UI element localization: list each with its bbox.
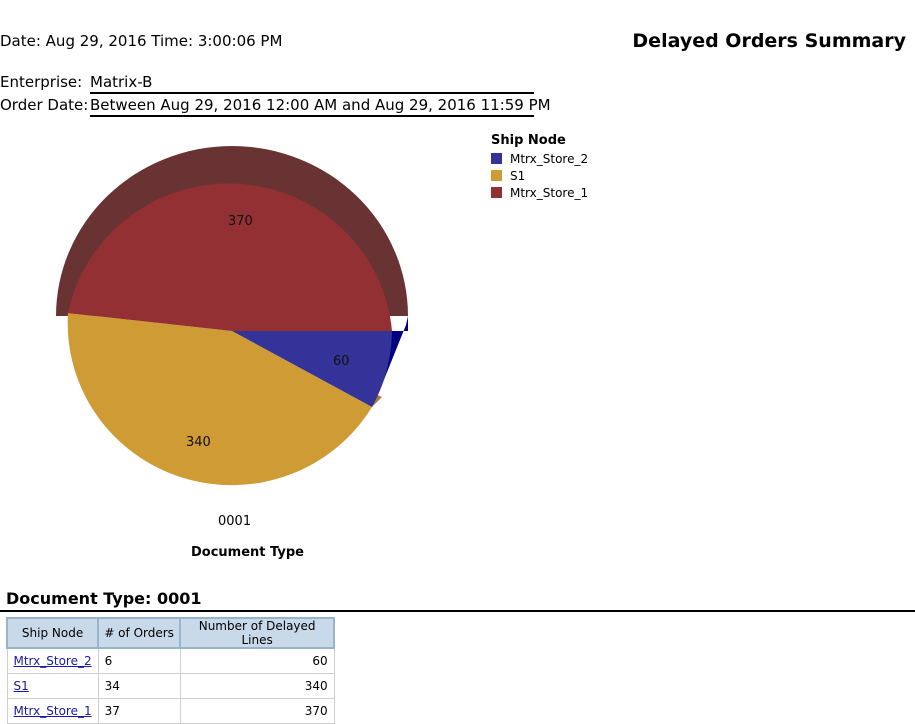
legend-swatch-icon [491,187,502,198]
order-date-label: Order Date: [0,96,89,114]
legend-item: S1 [491,167,588,184]
order-date-value: Between Aug 29, 2016 12:00 AM and Aug 29… [90,96,551,117]
section-title: Document Type: 0001 [6,589,202,608]
slice-s1[interactable] [67,313,372,486]
legend-label: S1 [510,168,526,183]
column-header-ship-node: Ship Node [5,617,100,649]
column-header-delayed-lines: Number of Delayed Lines [179,617,336,649]
legend-label: Mtrx_Store_2 [510,151,589,166]
slice-mtrx-store-2[interactable] [232,331,392,407]
ship-node-link[interactable]: Mtrx_Store_2 [13,654,92,668]
orders-cell: 34 [97,673,181,699]
chart-legend: Ship Node Mtrx_Store_2 S1 Mtrx_Store_1 [491,133,588,201]
slice-label-60: 60 [333,354,350,369]
table-row: Mtrx_Store_2 6 60 [6,647,335,674]
report-date-time: Date: Aug 29, 2016 Time: 3:00:06 PM [0,32,283,50]
legend-swatch-icon [491,170,502,181]
legend-label: Mtrx_Store_1 [510,185,589,200]
column-header-orders: # of Orders [97,617,182,649]
enterprise-param: Enterprise: Matrix-B [0,73,534,94]
delayed-lines-cell: 60 [179,647,335,674]
report-title: Delayed Orders Summary [632,30,906,52]
legend-swatch-icon [491,153,502,164]
enterprise-value: Matrix-B [90,73,534,94]
legend-title: Ship Node [491,133,566,148]
slice-label-340: 340 [186,435,211,450]
enterprise-label: Enterprise: [0,73,83,91]
chart-axis-title: Document Type [191,545,304,560]
table-header-row: Ship Node # of Orders Number of Delayed … [5,617,336,649]
section-divider [0,610,915,612]
table-row: S1 34 340 [6,673,335,699]
ship-node-link[interactable]: S1 [13,679,29,693]
ship-node-link[interactable]: Mtrx_Store_1 [13,704,92,718]
slice-label-370: 370 [228,214,253,229]
delayed-lines-cell: 340 [179,673,335,699]
delayed-orders-table: Ship Node # of Orders Number of Delayed … [5,617,336,724]
legend-item: Mtrx_Store_2 [491,150,588,167]
pie-chart: 370 60 340 [56,146,408,486]
order-date-param: Order Date: Between Aug 29, 2016 12:00 A… [0,96,551,117]
legend-item: Mtrx_Store_1 [491,184,588,201]
chart-category-label: 0001 [218,514,252,529]
slice-mtrx-store-1[interactable] [68,183,392,331]
orders-cell: 6 [97,647,181,674]
